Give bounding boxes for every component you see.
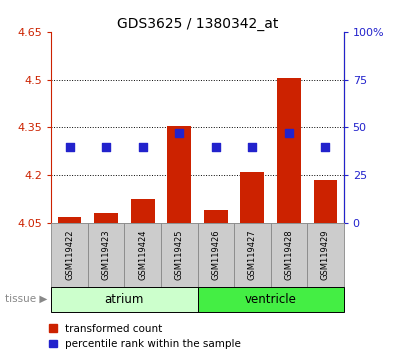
- Text: GSM119425: GSM119425: [175, 230, 184, 280]
- Text: GSM119423: GSM119423: [102, 229, 111, 280]
- Point: [213, 144, 219, 149]
- Bar: [241, 172, 264, 223]
- Bar: [167, 126, 191, 223]
- Point: [286, 130, 292, 136]
- Bar: [314, 180, 337, 223]
- Bar: [94, 213, 118, 223]
- Text: ventricle: ventricle: [245, 293, 297, 306]
- Point: [176, 130, 182, 136]
- Text: GSM119426: GSM119426: [211, 229, 220, 280]
- Point: [103, 144, 109, 149]
- Title: GDS3625 / 1380342_at: GDS3625 / 1380342_at: [117, 17, 278, 31]
- Point: [249, 144, 256, 149]
- Bar: [131, 199, 154, 223]
- Bar: [204, 210, 228, 223]
- Text: GSM119429: GSM119429: [321, 230, 330, 280]
- Text: tissue ▶: tissue ▶: [5, 294, 47, 304]
- Text: GSM119427: GSM119427: [248, 229, 257, 280]
- Text: GSM119428: GSM119428: [284, 229, 293, 280]
- Legend: transformed count, percentile rank within the sample: transformed count, percentile rank withi…: [49, 324, 241, 349]
- Bar: [277, 78, 301, 223]
- Bar: [58, 217, 81, 223]
- Text: atrium: atrium: [105, 293, 144, 306]
- Text: GSM119422: GSM119422: [65, 230, 74, 280]
- Point: [66, 144, 73, 149]
- Point: [139, 144, 146, 149]
- Text: GSM119424: GSM119424: [138, 230, 147, 280]
- Point: [322, 144, 329, 149]
